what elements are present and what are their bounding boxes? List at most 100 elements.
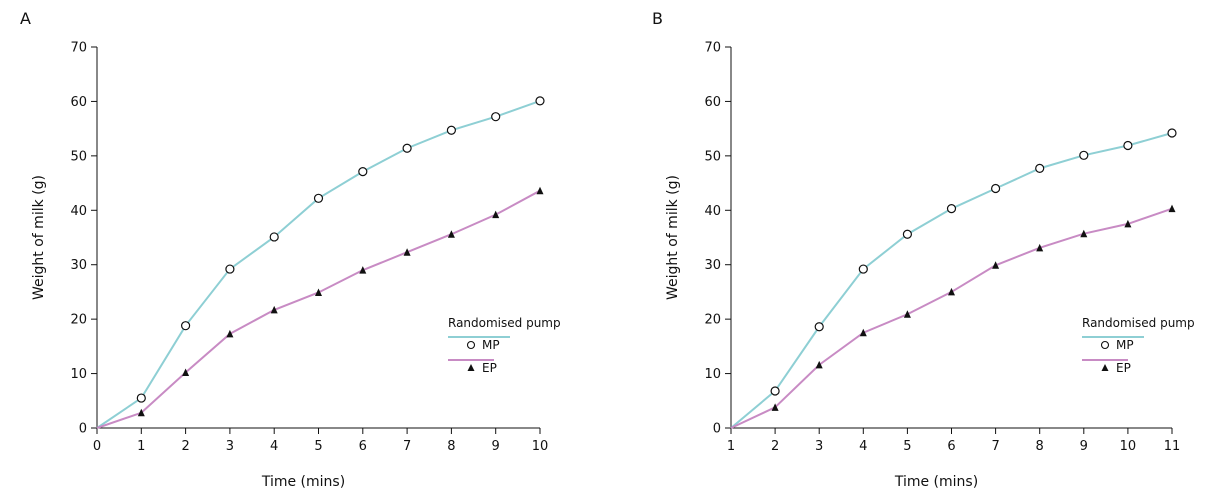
x-axis-title: Time (mins) [894,474,978,490]
data-point-ep [1080,229,1088,238]
data-point-ep [771,403,779,411]
y-tick-label: 50 [704,149,721,164]
y-tick-label: 40 [704,204,721,219]
x-tick-label: 9 [492,439,500,454]
data-point-mp [858,264,868,274]
y-axis-title: Weight of milk (g) [31,175,47,300]
y-tick-label: 20 [704,313,721,328]
data-point-mp [446,125,456,135]
x-tick-label: 5 [314,439,322,454]
data-point-ep [492,210,500,219]
y-tick-label: 70 [704,41,721,56]
legend-label-ep: EP [482,361,497,375]
series-line-mp [730,132,1173,429]
x-tick-label: 2 [771,439,779,454]
legend-label-mp: MP [1116,338,1134,352]
data-point-mp [136,393,146,403]
data-point-ep [1036,243,1044,252]
data-point-ep [536,186,544,195]
data-point-mp [491,112,501,122]
x-tick-label: 8 [1036,439,1044,454]
legend-title: Randomised pump [1082,316,1195,330]
data-point-mp [902,229,913,239]
data-point-mp [535,96,545,106]
legend-marker-mp [1100,340,1110,350]
data-point-mp [1167,128,1177,138]
x-tick-label: 1 [137,439,145,454]
x-tick-label: 7 [403,439,411,454]
data-point-mp [1123,140,1133,151]
data-point-mp [402,143,412,153]
y-axis-title: Weight of milk (g) [665,175,681,300]
y-tick-label: 20 [70,313,87,328]
data-point-mp [358,167,368,177]
data-point-mp [313,193,324,203]
data-point-mp [269,232,279,242]
x-tick-label: 5 [903,439,911,454]
y-tick-label: 60 [70,95,87,110]
x-tick-label: 3 [226,439,234,454]
data-point-ep [815,360,823,369]
legend-title: Randomised pump [448,316,561,330]
data-point-ep [1124,219,1132,228]
data-point-ep [315,288,322,296]
x-tick-label: 10 [532,439,549,454]
x-tick-label: 7 [991,439,999,454]
data-point-ep [403,248,411,256]
data-point-mp [946,204,957,214]
panel-label: A [20,9,31,28]
y-tick-label: 0 [79,422,87,437]
x-tick-label: 10 [1120,439,1137,454]
panel-label: B [652,9,663,28]
y-tick-label: 0 [713,422,721,437]
legend-label-mp: MP [482,338,500,352]
x-tick-label: 4 [859,439,867,454]
data-point-mp [181,321,191,331]
data-point-ep [270,305,278,314]
data-point-mp [1035,163,1045,173]
series-line-ep [96,189,541,429]
data-point-ep [137,408,145,417]
data-point-ep [447,230,455,238]
y-tick-label: 10 [704,367,721,382]
y-tick-label: 40 [70,204,87,219]
data-point-ep [992,261,1000,269]
data-point-mp [1079,150,1089,160]
data-point-ep [903,310,911,318]
x-axis-title: Time (mins) [261,474,345,490]
x-tick-label: 4 [270,439,278,454]
x-tick-label: 6 [359,439,367,454]
x-tick-label: 2 [181,439,189,454]
legend: Randomised pump MP EP [448,316,561,375]
data-point-ep [359,266,367,274]
x-tick-label: 3 [815,439,823,454]
x-tick-label: 8 [447,439,455,454]
legend-marker-ep [467,364,475,371]
series-line-mp [96,99,541,429]
y-tick-label: 70 [70,41,87,56]
chart-panel-b: B 0 10 20 30 40 50 60 70 1 2 3 4 5 6 7 8 9 10 11 Time (mins)… [652,9,1195,490]
x-tick-label: 0 [93,439,101,454]
y-tick-label: 30 [704,258,721,273]
data-point-ep [859,328,867,337]
x-tick-label: 11 [1164,439,1181,454]
legend-marker-ep [1101,364,1109,371]
x-tick-label: 1 [727,439,735,454]
y-tick-label: 60 [704,95,721,110]
data-point-ep [948,287,955,296]
x-tick-label: 9 [1080,439,1088,454]
data-point-mp [770,386,780,396]
x-tick-label: 6 [947,439,955,454]
data-point-mp [814,322,824,332]
data-point-mp [225,264,235,274]
data-point-mp [990,183,1001,194]
y-tick-label: 50 [70,149,87,164]
y-tick-label: 30 [70,258,87,273]
data-point-ep [1168,204,1176,213]
chart-panel-a: A 0 10 20 30 40 50 60 70 0 1 2 3 4 5 6 7 8 9 10 Time (mins) W… [20,9,561,490]
legend: Randomised pump MP EP [1082,316,1195,375]
data-point-ep [226,329,234,338]
legend-label-ep: EP [1116,361,1131,375]
